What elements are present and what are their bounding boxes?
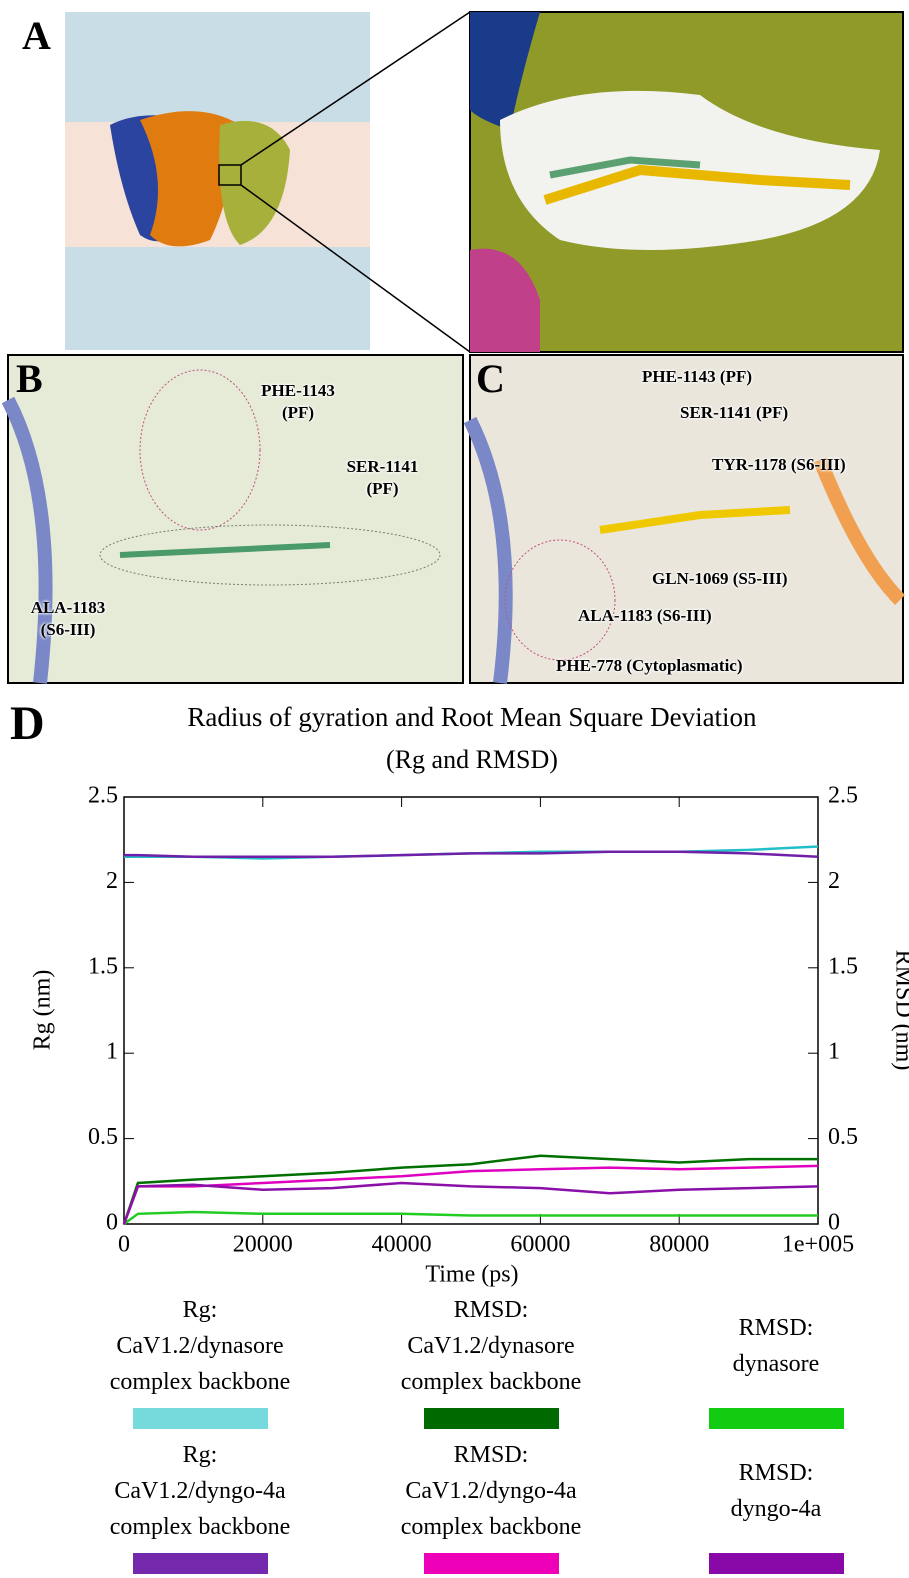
residue-label: PHE-778 (Cytoplasmatic) <box>556 656 743 675</box>
x-tick-label: 80000 <box>649 1232 709 1258</box>
y-tick-label: 1.5 <box>88 953 118 979</box>
y-tick-label: 0.5 <box>88 1124 118 1150</box>
ligand <box>119 542 331 558</box>
legend-item: RMSD: CaV1.2/dynasore complex backbone <box>361 1292 621 1429</box>
y2-tick-label: 1 <box>828 1039 840 1065</box>
y-tick-label: 2 <box>106 868 118 894</box>
y2-tick-label: 0.5 <box>828 1124 858 1150</box>
series-line <box>122 1181 819 1225</box>
panel-label: A <box>22 13 51 58</box>
y2-tick-label: 1.5 <box>828 953 858 979</box>
residue-label: ALA-1183 (S6-III) <box>30 598 106 639</box>
helix <box>813 457 906 605</box>
legend-swatch <box>423 1553 559 1574</box>
residue-label: SER-1141 (PF) <box>346 457 419 498</box>
domain-orange <box>140 111 240 247</box>
legend-label: Rg: CaV1.2/dynasore complex backbone <box>109 1297 291 1395</box>
x-tick-label: 20000 <box>233 1232 293 1258</box>
legend-swatch <box>708 1553 844 1574</box>
legend-swatch <box>423 1408 559 1429</box>
x-tick-label: 1e+005 <box>782 1232 854 1258</box>
y2-tick-label: 0 <box>828 1210 840 1236</box>
legend-label: RMSD: CaV1.2/dyngo-4a complex backbone <box>400 1442 582 1540</box>
legend-item: RMSD: CaV1.2/dyngo-4a complex backbone <box>361 1437 621 1574</box>
plot-frame <box>123 796 819 1225</box>
density-mesh <box>99 524 441 586</box>
legend-swatch <box>132 1408 268 1429</box>
residue-label: ALA-1183 (S6-III) <box>578 606 712 625</box>
chart-title: Radius of gyration and Root Mean Square … <box>187 702 757 732</box>
legend-label: RMSD: CaV1.2/dynasore complex backbone <box>400 1297 582 1395</box>
residue-label: PHE-1143 (PF) <box>642 367 753 386</box>
legend-item: Rg: CaV1.2/dynasore complex backbone <box>70 1292 330 1429</box>
y-tick-label: 1 <box>106 1039 118 1065</box>
helix <box>463 416 513 684</box>
panel-label: C <box>476 356 505 401</box>
series-line <box>122 1164 819 1225</box>
y-tick-label: 2.5 <box>88 783 118 809</box>
helix <box>1 396 53 684</box>
chart: Radius of gyration and Root Mean Square … <box>30 702 909 1288</box>
legend-item: Rg: CaV1.2/dyngo-4a complex backbone <box>70 1437 330 1574</box>
x-tick-label: 40000 <box>372 1232 432 1258</box>
panel-label: B <box>16 356 43 401</box>
series-line <box>124 850 819 859</box>
panel-b-image <box>7 354 464 684</box>
panel-label: D <box>10 697 45 750</box>
ligand <box>599 506 791 534</box>
legend-label: RMSD: dynasore <box>732 1315 820 1377</box>
zoom-line <box>240 184 471 353</box>
legend-swatch <box>708 1408 844 1429</box>
zoom-line <box>240 11 471 166</box>
y2-axis-label: RMSD (nm) <box>890 950 909 1071</box>
ligand <box>543 164 851 205</box>
residue-label: TYR-1178 (S6-III) <box>712 455 846 474</box>
y2-tick-label: 2 <box>828 868 840 894</box>
residue-label: GLN-1069 (S5-III) <box>652 569 788 588</box>
legend-label: RMSD: dyngo-4a <box>730 1460 822 1522</box>
legend-swatch <box>132 1553 268 1574</box>
zoom-box <box>218 164 242 186</box>
residue-label: SER-1141 (PF) <box>680 403 789 422</box>
residue-label: PHE-1143 (PF) <box>261 381 335 422</box>
domain-green <box>219 120 290 245</box>
x-axis-label: Time (ps) <box>425 1262 518 1288</box>
series-line <box>122 1154 818 1225</box>
y2-tick-label: 2.5 <box>828 783 858 809</box>
legend-item: RMSD: dynasore <box>646 1292 906 1429</box>
x-tick-label: 0 <box>118 1232 130 1258</box>
density-mesh <box>504 539 616 661</box>
surface-blue <box>470 12 540 130</box>
y-axis-label: Rg (nm) <box>30 970 56 1051</box>
legend-label: Rg: CaV1.2/dyngo-4a complex backbone <box>109 1442 291 1540</box>
y-tick-label: 0 <box>106 1210 118 1236</box>
legend-item: RMSD: dyngo-4a <box>646 1437 906 1574</box>
ligand <box>549 156 701 179</box>
x-tick-label: 60000 <box>510 1232 570 1258</box>
surface-pink <box>470 248 540 352</box>
density-mesh <box>139 369 261 531</box>
chart-subtitle: (Rg and RMSD) <box>386 745 558 774</box>
series-line <box>123 1210 818 1226</box>
structure-panels <box>1 11 906 684</box>
